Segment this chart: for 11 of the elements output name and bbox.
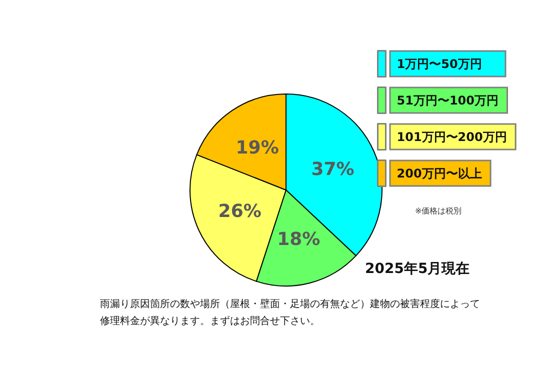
legend-label: 101万円〜200万円: [396, 130, 507, 144]
legend-label: 200万円〜以上: [396, 166, 482, 180]
data-label: 26%: [218, 201, 262, 222]
data-label: 37%: [311, 159, 354, 180]
data-label: 18%: [277, 228, 320, 250]
text: ※価格は税別: [415, 206, 462, 216]
data-label: 19%: [236, 137, 279, 158]
legend-label: 51万円〜100万円: [396, 93, 498, 108]
text: 雨漏り原因箇所の数や場所（屋根・壁面・足場の有無など）建物の被害程度によって修理料金が異なります。まずはお問合せ下さい。: [100, 298, 480, 327]
text: 2025年5月現在: [365, 261, 470, 277]
legend-label: 1万円〜50万円: [396, 56, 482, 71]
